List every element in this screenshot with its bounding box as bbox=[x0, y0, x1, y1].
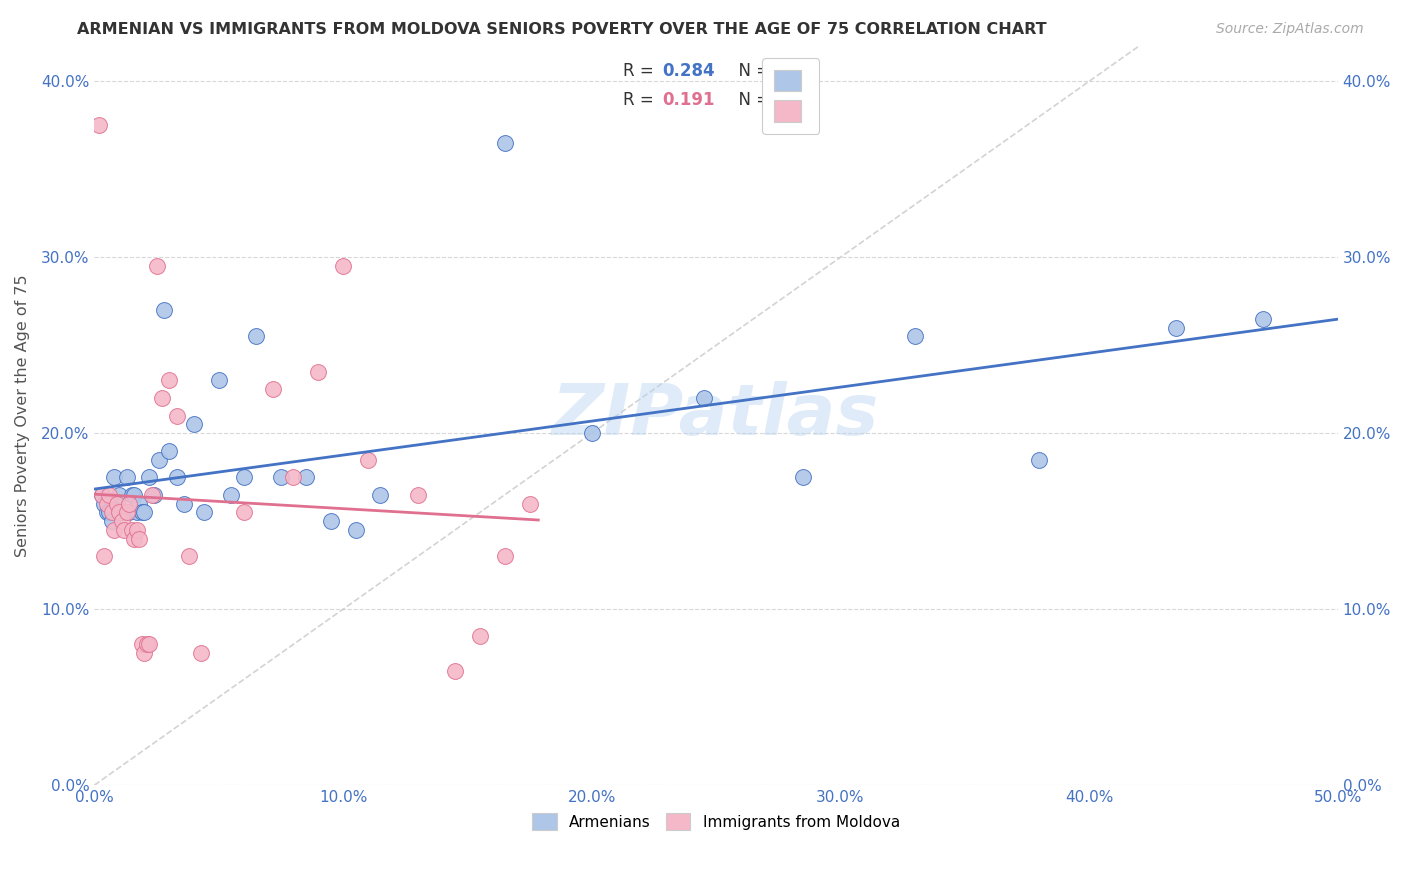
Point bbox=[270, 470, 292, 484]
Point bbox=[125, 523, 148, 537]
Point bbox=[183, 417, 205, 432]
Text: Source: ZipAtlas.com: Source: ZipAtlas.com bbox=[1216, 22, 1364, 37]
Point bbox=[118, 505, 141, 519]
Point bbox=[122, 532, 145, 546]
Text: 0.284: 0.284 bbox=[662, 62, 716, 79]
Point bbox=[98, 488, 121, 502]
Point bbox=[263, 382, 285, 396]
Text: N =: N = bbox=[728, 62, 776, 79]
Point bbox=[468, 629, 491, 643]
Point bbox=[581, 426, 603, 441]
Point bbox=[295, 470, 318, 484]
Point bbox=[307, 365, 329, 379]
Point bbox=[128, 532, 150, 546]
Point bbox=[118, 497, 141, 511]
Point bbox=[112, 523, 135, 537]
Text: 39: 39 bbox=[782, 91, 806, 110]
Point bbox=[135, 637, 157, 651]
Text: N =: N = bbox=[728, 91, 776, 110]
Point bbox=[89, 119, 111, 133]
Point bbox=[103, 470, 125, 484]
Point bbox=[111, 505, 134, 519]
Point bbox=[105, 497, 128, 511]
Point bbox=[157, 443, 180, 458]
Legend: Armenians, Immigrants from Moldova: Armenians, Immigrants from Moldova bbox=[526, 806, 905, 837]
Text: ZIPatlas: ZIPatlas bbox=[553, 381, 880, 450]
Point bbox=[121, 523, 143, 537]
Point bbox=[494, 549, 516, 564]
Point bbox=[138, 637, 160, 651]
Point bbox=[112, 505, 135, 519]
Point bbox=[166, 409, 188, 423]
Point bbox=[190, 646, 212, 660]
Point bbox=[406, 488, 429, 502]
Text: R =: R = bbox=[623, 91, 664, 110]
Point bbox=[519, 497, 541, 511]
Point bbox=[96, 505, 118, 519]
Point bbox=[115, 505, 138, 519]
Point bbox=[93, 549, 115, 564]
Point bbox=[494, 136, 516, 150]
Point bbox=[232, 505, 254, 519]
Point bbox=[121, 488, 143, 502]
Point bbox=[245, 329, 267, 343]
Point bbox=[115, 470, 138, 484]
Point bbox=[134, 505, 156, 519]
Point bbox=[177, 549, 200, 564]
Point bbox=[357, 452, 380, 467]
Point bbox=[101, 514, 124, 528]
Point bbox=[344, 523, 367, 537]
Text: R =: R = bbox=[623, 62, 659, 79]
Point bbox=[692, 391, 714, 405]
Point bbox=[93, 497, 115, 511]
Text: 0.191: 0.191 bbox=[662, 91, 716, 110]
Point bbox=[128, 497, 150, 511]
Point bbox=[134, 646, 156, 660]
Point bbox=[108, 488, 131, 502]
Point bbox=[111, 514, 134, 528]
Point bbox=[141, 488, 163, 502]
Point bbox=[232, 470, 254, 484]
Point bbox=[193, 505, 215, 519]
Point bbox=[145, 259, 167, 273]
Point bbox=[208, 374, 231, 388]
Text: ARMENIAN VS IMMIGRANTS FROM MOLDOVA SENIORS POVERTY OVER THE AGE OF 75 CORRELATI: ARMENIAN VS IMMIGRANTS FROM MOLDOVA SENI… bbox=[77, 22, 1047, 37]
Point bbox=[125, 505, 148, 519]
Point bbox=[122, 488, 145, 502]
Point bbox=[131, 637, 153, 651]
Point bbox=[90, 488, 112, 502]
Point bbox=[131, 505, 153, 519]
Point bbox=[103, 523, 125, 537]
Point bbox=[96, 497, 118, 511]
Point bbox=[90, 488, 112, 502]
Point bbox=[143, 488, 166, 502]
Point bbox=[105, 497, 128, 511]
Y-axis label: Seniors Poverty Over the Age of 75: Seniors Poverty Over the Age of 75 bbox=[15, 275, 30, 557]
Point bbox=[904, 329, 927, 343]
Point bbox=[166, 470, 188, 484]
Point bbox=[219, 488, 242, 502]
Point bbox=[138, 470, 160, 484]
Text: 44: 44 bbox=[782, 62, 806, 79]
Point bbox=[98, 505, 121, 519]
Point bbox=[108, 505, 131, 519]
Point bbox=[153, 303, 176, 318]
Point bbox=[101, 505, 124, 519]
Point bbox=[1251, 312, 1274, 326]
Point bbox=[332, 259, 354, 273]
Point bbox=[444, 664, 467, 678]
Point bbox=[370, 488, 392, 502]
Point bbox=[148, 452, 170, 467]
Point bbox=[1028, 452, 1050, 467]
Point bbox=[157, 374, 180, 388]
Point bbox=[173, 497, 195, 511]
Point bbox=[792, 470, 814, 484]
Point bbox=[319, 514, 342, 528]
Point bbox=[150, 391, 173, 405]
Point bbox=[1164, 320, 1187, 334]
Point bbox=[283, 470, 305, 484]
